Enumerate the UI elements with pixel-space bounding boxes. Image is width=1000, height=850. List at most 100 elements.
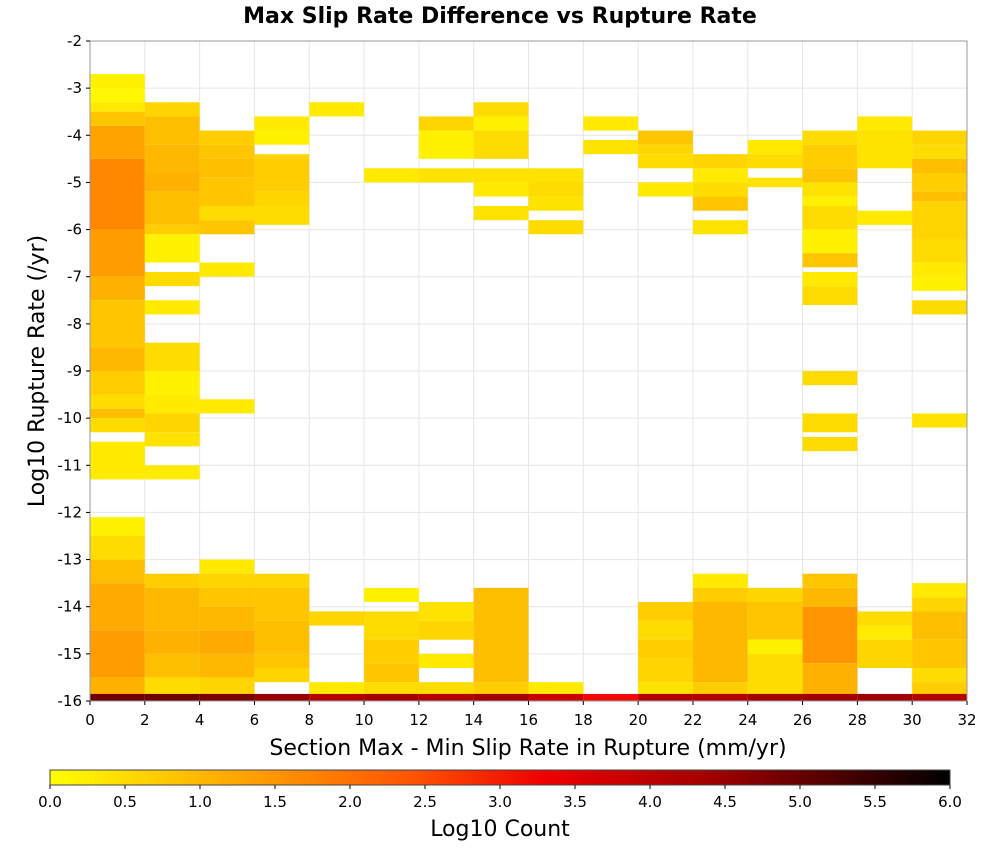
heatmap-cell — [90, 694, 145, 701]
heatmap-cell — [638, 694, 693, 701]
heatmap-cell — [90, 371, 145, 395]
heatmap-cell — [90, 395, 145, 409]
heatmap-cell — [145, 272, 200, 286]
y-tick-label: -3 — [67, 79, 82, 97]
heatmap-cell — [145, 192, 200, 225]
heatmap-cell — [912, 277, 967, 291]
heatmap-cell — [309, 102, 364, 116]
heatmap-cell — [748, 154, 803, 168]
heatmap-cell — [364, 694, 419, 701]
colorbar-tick-label: 4.5 — [713, 793, 737, 811]
heatmap-cell — [90, 159, 145, 230]
heatmap-cell — [90, 102, 145, 111]
heatmap-cell — [90, 560, 145, 584]
heatmap-cell — [748, 178, 803, 187]
heatmap-cell — [912, 201, 967, 239]
heatmap-cell — [529, 168, 584, 182]
heatmap-cell — [803, 371, 858, 385]
colorbar-tick-label: 1.0 — [188, 793, 212, 811]
heatmap-cell — [419, 602, 474, 621]
heatmap-cell — [803, 607, 858, 664]
heatmap-cell — [529, 220, 584, 234]
heatmap-cell — [200, 399, 255, 413]
heatmap-cell — [693, 197, 748, 211]
heatmap-cell — [638, 640, 693, 659]
heatmap-cell — [803, 182, 858, 196]
heatmap-cell — [145, 465, 200, 479]
x-axis-label: Section Max - Min Slip Rate in Rupture (… — [269, 736, 786, 761]
heatmap-cell — [145, 343, 200, 371]
heatmap-cell — [419, 621, 474, 640]
heatmap-cell — [90, 677, 145, 696]
heatmap-cell — [145, 116, 200, 144]
heatmap-cell — [803, 437, 858, 451]
heatmap-cell — [145, 145, 200, 173]
x-tick-label: 26 — [793, 711, 812, 729]
heatmap-cell — [803, 286, 858, 305]
heatmap-cell — [200, 588, 255, 607]
heatmap-cell — [857, 626, 912, 640]
heatmap-cell — [857, 694, 912, 701]
x-tick-label: 14 — [464, 711, 483, 729]
heatmap-cell — [912, 173, 967, 192]
heatmap-cell — [912, 159, 967, 173]
heatmap-cell — [912, 239, 967, 263]
heatmap-cell — [309, 611, 364, 625]
heatmap-cell — [90, 442, 145, 480]
heatmap-cell — [857, 116, 912, 130]
colorbar-tick-label: 0.5 — [113, 793, 137, 811]
y-tick-label: -5 — [67, 173, 82, 191]
heatmap-cell — [200, 694, 255, 701]
heatmap-cell — [90, 347, 145, 371]
heatmap-cell — [803, 574, 858, 588]
heatmap-cell — [583, 694, 638, 701]
y-tick-label: -16 — [58, 692, 83, 710]
heatmap-cell — [748, 602, 803, 640]
heatmap-cell — [912, 131, 967, 145]
heatmap-cell — [364, 640, 419, 664]
heatmap-cell — [254, 621, 309, 654]
heatmap-cell — [748, 140, 803, 154]
heatmap-cell — [638, 602, 693, 621]
heatmap-cell — [748, 588, 803, 602]
x-tick-label: 10 — [355, 711, 374, 729]
y-tick-label: -7 — [67, 268, 82, 286]
heatmap-cell — [474, 694, 529, 701]
chart-title: Max Slip Rate Difference vs Rupture Rate — [243, 4, 757, 29]
heatmap-cell — [803, 253, 858, 267]
heatmap-cell — [529, 182, 584, 196]
heatmap-cell — [693, 694, 748, 701]
heatmap-cell — [474, 182, 529, 196]
heatmap-cell — [419, 654, 474, 668]
heatmap-cell — [254, 192, 309, 206]
heatmap-cell — [200, 178, 255, 206]
heatmap-cell — [90, 418, 145, 432]
heatmap-cell — [638, 659, 693, 683]
heatmap-cell — [90, 517, 145, 536]
heatmap-cell — [857, 640, 912, 668]
heatmap-cell — [912, 611, 967, 639]
x-tick-label: 20 — [629, 711, 648, 729]
heatmap-cell — [638, 145, 693, 154]
y-tick-label: -13 — [58, 551, 83, 569]
x-tick-label: 24 — [738, 711, 757, 729]
colorbar — [50, 770, 950, 785]
heatmap-cell — [145, 173, 200, 192]
heatmap-cell — [254, 694, 309, 701]
y-tick-label: -10 — [58, 409, 83, 427]
y-tick-label: -8 — [67, 315, 82, 333]
heatmap-cell — [364, 168, 419, 182]
heatmap-cell — [90, 88, 145, 102]
heatmap-cell — [145, 413, 200, 432]
heatmap-cell — [200, 607, 255, 631]
heatmap-cell — [254, 131, 309, 145]
heatmap-cell — [803, 588, 858, 607]
heatmap-cell — [145, 654, 200, 678]
heatmap-cell — [145, 588, 200, 630]
heatmap-cell — [912, 583, 967, 597]
colorbar-tick-labels: 0.0 0.5 1.0 1.5 2.0 2.5 3.0 3.5 4.0 4.5 5.0 5.5 6.0 — [38, 785, 962, 811]
heatmap-cell — [583, 140, 638, 154]
x-tick-label: 16 — [519, 711, 538, 729]
heatmap-cell — [912, 413, 967, 427]
x-tick-label: 22 — [683, 711, 702, 729]
